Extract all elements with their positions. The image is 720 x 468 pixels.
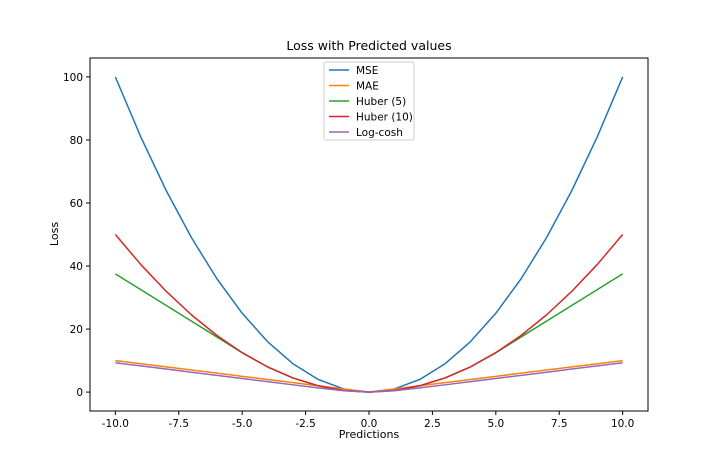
legend-box [323, 61, 415, 141]
plot-area [114, 76, 624, 393]
y-axis: 0 20 40 60 80 100 [63, 72, 90, 399]
series-line-huber-10 [114, 234, 624, 393]
legend-label: MSE [356, 65, 378, 77]
y-tick-label: 60 [70, 198, 83, 210]
y-tick-label: 0 [76, 387, 83, 399]
chart-title: Loss with Predicted values [286, 38, 451, 53]
x-tick-label: 7.5 [551, 418, 568, 430]
x-tick-label: -5.0 [232, 418, 253, 430]
legend-label: Huber (10) [356, 112, 413, 124]
y-axis-title: Loss [48, 222, 61, 246]
x-tick-label: 10.0 [611, 418, 634, 430]
x-tick-label: 5.0 [487, 418, 504, 430]
x-axis: -10.0 -7.5 -5.0 -2.5 0.0 2.5 5.0 7.5 10.0 [102, 411, 634, 430]
x-tick-label: 0.0 [361, 418, 378, 430]
series-line-log-cosh [115, 362, 623, 393]
x-tick-label: -10.0 [102, 418, 129, 430]
legend: MSE MAE Huber (5) Huber (10) Log-cosh [323, 61, 415, 141]
series-line-huber-5 [114, 273, 624, 393]
legend-label: Log-cosh [356, 127, 403, 139]
y-tick-label: 20 [70, 324, 83, 336]
x-tick-label: -7.5 [169, 418, 190, 430]
y-tick-label: 80 [70, 135, 83, 147]
y-tick-label: 40 [70, 261, 83, 273]
series-line-mae [115, 359, 623, 393]
x-tick-label: -2.5 [295, 418, 316, 430]
x-tick-label: 2.5 [424, 418, 441, 430]
x-axis-title: Predictions [339, 428, 400, 441]
legend-label: MAE [356, 81, 379, 93]
legend-label: Huber (5) [356, 96, 406, 108]
y-tick-label: 100 [63, 72, 83, 84]
